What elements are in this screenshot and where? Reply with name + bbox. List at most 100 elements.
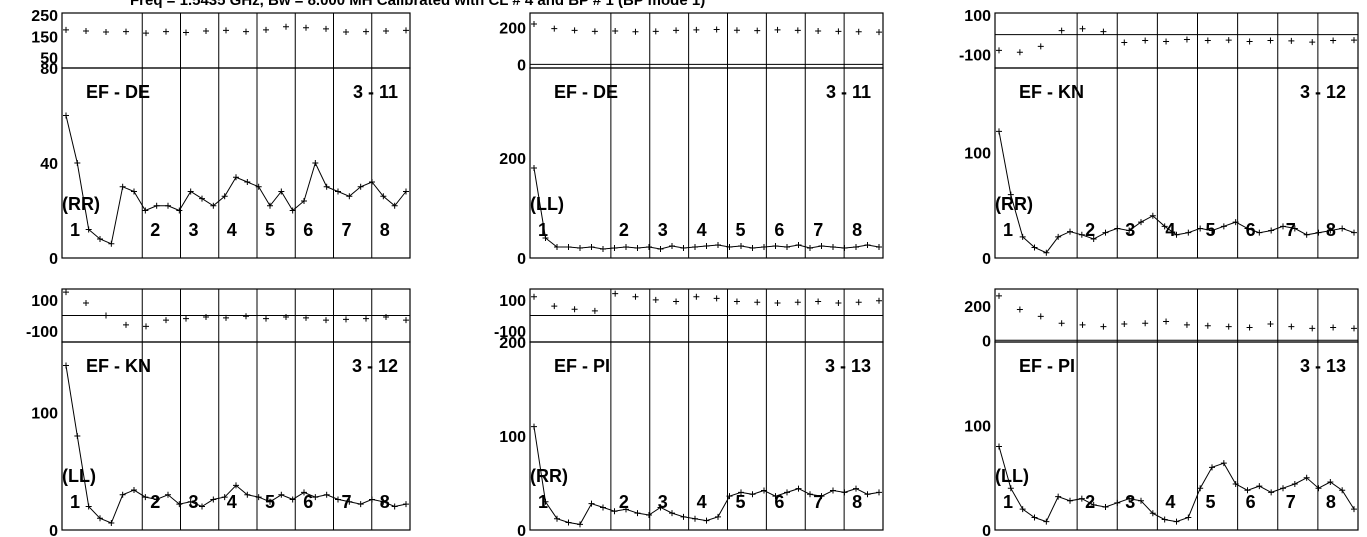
- amp-point: [876, 244, 882, 250]
- phase-point: [632, 293, 639, 300]
- amp-point: [761, 487, 767, 494]
- segment-label: 4: [1165, 492, 1175, 512]
- phase-point: [815, 298, 822, 305]
- amp-point: [255, 183, 262, 190]
- phase-frame: [529, 12, 884, 69]
- amp-point: [391, 503, 398, 510]
- amp-point: [864, 491, 871, 498]
- amp-point: [818, 493, 825, 500]
- phase-point: [1183, 321, 1190, 328]
- phase-point: [713, 26, 720, 33]
- segment-label: 7: [342, 220, 352, 240]
- amp-point: [680, 513, 687, 520]
- amp-point: [1291, 225, 1298, 232]
- phase-point: [754, 299, 761, 306]
- amp-point: [1043, 518, 1050, 525]
- amp-point: [1197, 225, 1204, 232]
- amp-point: [669, 510, 675, 517]
- amp-frame: [529, 67, 884, 259]
- amp-point: [97, 236, 103, 242]
- amp-point: [1031, 244, 1038, 251]
- phase-point: [403, 317, 409, 324]
- amp-point: [611, 508, 618, 515]
- amp-point: [323, 491, 330, 498]
- amp-frame: [61, 67, 411, 259]
- amp-point: [692, 515, 698, 522]
- phase-point: [103, 29, 109, 36]
- polarization-label: (RR): [530, 466, 568, 486]
- segment-label: 3: [1125, 492, 1135, 512]
- phase-point: [774, 300, 781, 307]
- phase-point: [1267, 37, 1274, 44]
- amp-point: [403, 501, 409, 508]
- phase-point: [123, 321, 129, 328]
- polarization-label: (LL): [995, 466, 1029, 486]
- amp-point: [726, 244, 733, 250]
- amp-point: [1220, 223, 1227, 230]
- amp-tick-label: 100: [499, 429, 526, 446]
- amp-point: [565, 519, 572, 526]
- baseline-label: EF - DE: [554, 82, 618, 102]
- phase-tick-label: 50: [40, 50, 58, 67]
- phase-point: [303, 24, 309, 31]
- amp-point: [131, 487, 137, 494]
- phase-point: [531, 293, 537, 300]
- amp-point: [761, 244, 767, 250]
- polarization-label: (LL): [530, 194, 564, 214]
- segment-label: 4: [697, 492, 707, 512]
- amp-point: [1031, 514, 1038, 521]
- amp-point: [176, 207, 183, 214]
- phase-point: [1246, 324, 1253, 331]
- amp-point: [1102, 504, 1109, 511]
- baseline-label: EF - PI: [554, 356, 610, 376]
- phase-point: [1037, 313, 1044, 320]
- amp-point: [749, 491, 756, 498]
- segment-label: 2: [150, 220, 160, 240]
- phase-point: [1267, 321, 1274, 328]
- baseline-label: EF - KN: [1019, 82, 1084, 102]
- amp-point: [1351, 229, 1357, 236]
- amp-point: [784, 489, 790, 496]
- phase-point: [1288, 37, 1295, 44]
- phase-point: [363, 28, 369, 35]
- segment-label: 3: [658, 220, 668, 240]
- amp-point: [738, 489, 744, 496]
- scan-label: 3 - 13: [1300, 356, 1346, 376]
- phase-tick-label: 100: [31, 293, 58, 310]
- amp-point: [380, 498, 387, 505]
- panel-4: 100 -100 100 0 EF - KN 3 - 12 (LL) 1 2 3 4 5 6 7 8: [26, 288, 411, 537]
- phase-tick-label: 150: [31, 29, 58, 46]
- amp-point: [244, 179, 251, 185]
- phase-point: [1058, 320, 1065, 327]
- phase-point: [363, 315, 369, 322]
- amp-point: [1173, 231, 1180, 238]
- phase-point: [203, 314, 209, 321]
- amp-tick-label: 0: [517, 251, 526, 268]
- amp-point: [1327, 478, 1334, 485]
- segment-label: 6: [774, 220, 784, 240]
- amp-point: [1280, 223, 1286, 230]
- segment-label: 1: [1003, 220, 1013, 240]
- segment-label: 6: [1246, 492, 1256, 512]
- amp-point: [1232, 481, 1239, 488]
- amp-point: [301, 198, 307, 204]
- polarization-label: (RR): [62, 194, 100, 214]
- amp-point: [692, 244, 698, 250]
- phase-point: [1121, 321, 1128, 328]
- amp-point: [1268, 489, 1275, 496]
- segment-label: 7: [813, 492, 823, 512]
- amp-point: [600, 246, 606, 252]
- phase-point: [183, 315, 189, 322]
- amp-point: [703, 243, 710, 249]
- phase-tick-label: 0: [517, 57, 526, 74]
- phase-tick-label: 200: [499, 21, 526, 38]
- phase-point: [283, 314, 289, 321]
- amp-point: [795, 485, 802, 492]
- phase-point: [1142, 320, 1149, 327]
- phase-point: [794, 27, 801, 34]
- segment-label: 3: [1125, 220, 1135, 240]
- amp-point: [864, 242, 871, 248]
- phase-point: [1058, 27, 1065, 34]
- phase-point: [1100, 28, 1107, 35]
- segment-label: 6: [774, 492, 784, 512]
